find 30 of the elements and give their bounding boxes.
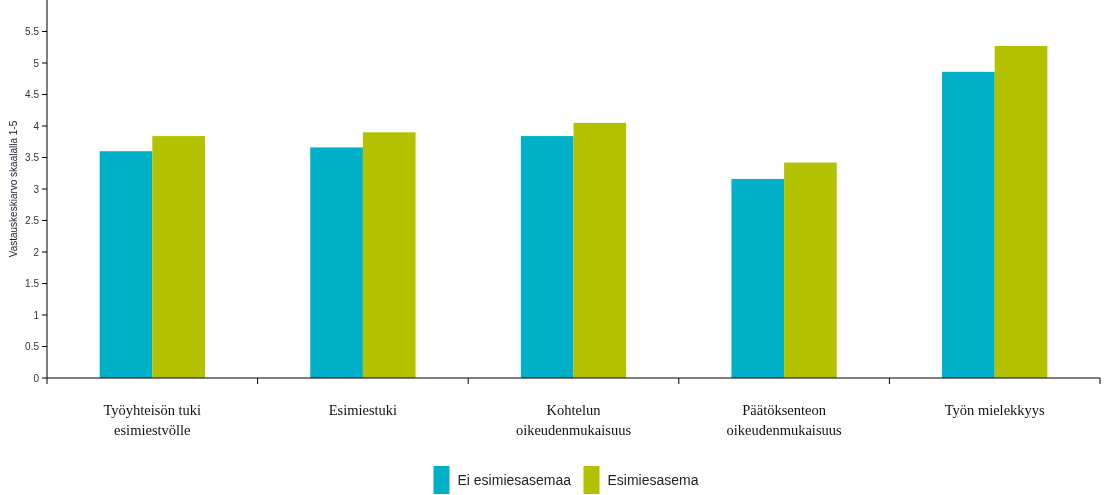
x-tick-label: Työyhteisön tuki esimiestvölle	[103, 402, 202, 438]
y-axis-title: Vastauskeskiarvo skaalalla 1-5	[8, 120, 19, 258]
legend-label: Esimiesasema	[607, 472, 699, 488]
bar	[994, 45, 1048, 378]
x-tick-label: Päätöksenteon oikeudenmukaisuus	[726, 402, 843, 438]
y-tick-label: 5.5	[25, 26, 40, 37]
x-tick-label: Kohtelun oikeudenmukaisuus	[515, 402, 632, 438]
bar	[784, 162, 837, 378]
y-tick-label: 4	[33, 120, 40, 132]
bar	[310, 147, 363, 378]
bar	[520, 136, 574, 378]
x-tick-label: Työn mielekkyys	[944, 402, 1046, 418]
y-tick-label: 0.5	[25, 341, 40, 352]
legend-label: Ei esimiesasemaa	[457, 472, 572, 488]
bar	[152, 136, 205, 378]
y-tick-label: 3	[33, 183, 40, 195]
y-tick-label: 1	[33, 309, 40, 321]
y-tick-label: 5	[33, 57, 40, 69]
x-tick-label: Esimiestuki	[328, 402, 398, 418]
bar	[573, 122, 627, 378]
bar	[99, 151, 153, 378]
y-tick-label: 1.5	[25, 278, 40, 289]
y-tick-label: 0	[33, 372, 40, 384]
y-tick-label: 2.5	[25, 215, 40, 226]
y-tick-label: 3.5	[25, 152, 40, 163]
bar	[942, 71, 995, 378]
y-tick-label: 2	[33, 246, 40, 258]
y-tick-label: 4.5	[25, 89, 40, 100]
bar	[362, 132, 416, 378]
bar	[731, 178, 785, 378]
